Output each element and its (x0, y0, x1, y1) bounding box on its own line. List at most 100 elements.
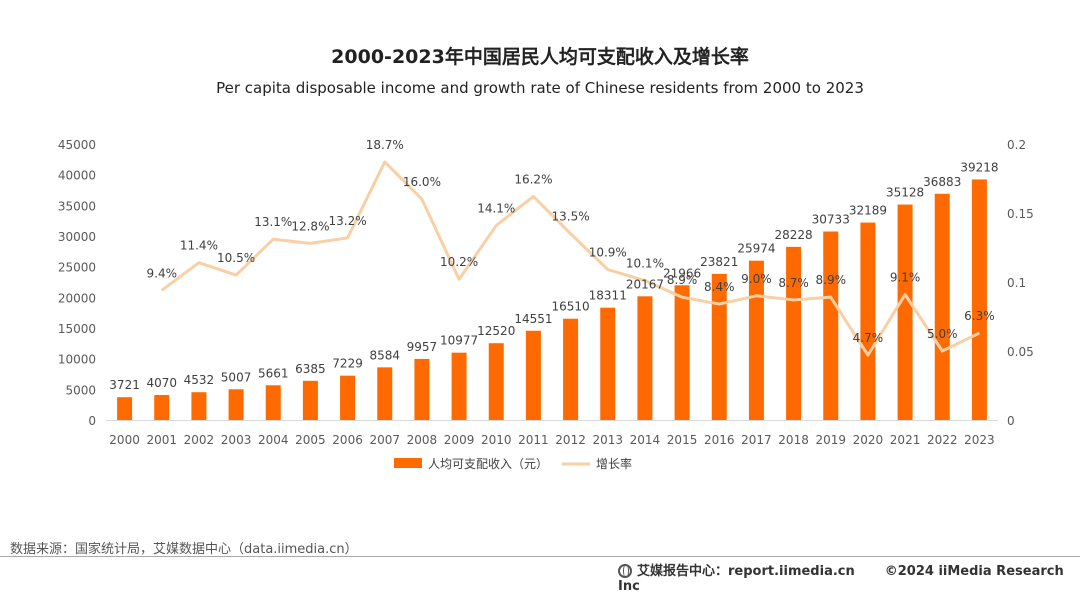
income-bar (637, 296, 653, 420)
y-right-tick-label: 0.2 (1007, 138, 1026, 152)
y-left-tick-label: 20000 (58, 291, 96, 305)
income-bar (897, 204, 913, 420)
income-bar (265, 385, 281, 420)
y-left-tick-label: 10000 (58, 353, 96, 367)
x-tick-label: 2009 (444, 433, 475, 447)
income-value-label: 23821 (700, 255, 738, 269)
income-value-label: 6385 (295, 362, 326, 376)
income-bar (414, 358, 430, 420)
income-bar (934, 193, 950, 420)
x-tick-label: 2000 (109, 433, 140, 447)
y-left-tick-label: 30000 (58, 230, 96, 244)
x-tick-label: 2016 (704, 433, 735, 447)
x-tick-label: 2012 (555, 433, 586, 447)
y-left-tick-label: 40000 (58, 169, 96, 183)
income-value-label: 21966 (663, 266, 701, 280)
growth-rate-label: 5.0% (927, 327, 958, 341)
y-left-tick-label: 35000 (58, 199, 96, 213)
growth-rate-label: 8.4% (704, 280, 735, 294)
growth-rate-label: 9.1% (890, 270, 921, 284)
x-tick-label: 2013 (592, 433, 623, 447)
income-value-label: 4070 (146, 376, 177, 390)
income-value-label: 18311 (589, 289, 627, 303)
income-bar (600, 307, 616, 420)
growth-rate-label: 10.2% (440, 255, 478, 269)
income-value-label: 10977 (440, 334, 478, 348)
growth-rate-label: 9.4% (147, 266, 178, 280)
x-tick-label: 2014 (630, 433, 661, 447)
income-value-label: 39218 (960, 160, 998, 174)
income-value-label: 7229 (332, 357, 363, 371)
income-value-label: 8584 (369, 348, 400, 362)
income-value-label: 35128 (886, 186, 924, 200)
growth-rate-label: 8.9% (667, 273, 698, 287)
income-value-label: 28228 (774, 228, 812, 242)
growth-rate-label: 6.3% (964, 309, 995, 323)
footer-divider (0, 556, 1080, 557)
x-tick-label: 2006 (332, 433, 363, 447)
growth-rate-line (160, 160, 981, 357)
income-bar (563, 318, 579, 420)
x-tick-label: 2019 (815, 433, 846, 447)
income-value-label: 14551 (514, 312, 552, 326)
x-tick-label: 2017 (741, 433, 772, 447)
income-value-label: 5661 (258, 366, 289, 380)
globe-icon (618, 564, 632, 578)
footer-brand: 艾媒报告中心：report.iimedia.cn ©2024 iiMedia Re… (618, 560, 1080, 594)
income-value-label: 12520 (477, 324, 515, 338)
y-right-tick-label: 0.05 (1007, 345, 1034, 359)
income-growth-chart: 0500010000150002000025000300003500040000… (58, 138, 1034, 471)
y-left-tick-label: 5000 (65, 383, 96, 397)
y-left-tick-label: 0 (88, 414, 96, 428)
growth-rate-label: 4.7% (853, 331, 884, 345)
income-bar (674, 285, 690, 420)
growth-rate-label: 13.1% (254, 215, 292, 229)
income-bar (451, 352, 467, 420)
income-value-label: 30733 (812, 213, 850, 227)
x-tick-label: 2003 (221, 433, 252, 447)
growth-rate-label: 8.9% (816, 273, 847, 287)
income-bar (711, 273, 727, 420)
growth-rate-label: 14.1% (477, 201, 515, 215)
income-bar (525, 330, 541, 420)
growth-rate-label: 16.0% (403, 175, 441, 189)
x-tick-label: 2015 (667, 433, 698, 447)
growth-rate-label: 9.0% (741, 272, 772, 286)
growth-rate-label: 13.5% (552, 210, 590, 224)
growth-rate-label: 16.2% (514, 172, 552, 186)
income-bar (191, 392, 207, 420)
income-bar (340, 375, 356, 420)
x-tick-label: 2020 (853, 433, 884, 447)
growth-rate-label: 10.1% (626, 257, 664, 271)
y-left-tick-label: 15000 (58, 322, 96, 336)
legend-bar-swatch (394, 458, 422, 468)
x-tick-label: 2001 (146, 433, 177, 447)
income-bar (786, 246, 802, 420)
income-value-label: 16510 (551, 300, 589, 314)
income-bar (377, 367, 393, 420)
data-source-note: 数据来源：国家统计局，艾媒数据中心（data.iimedia.cn） (10, 542, 358, 557)
income-value-label: 32189 (849, 204, 887, 218)
x-tick-label: 2021 (890, 433, 921, 447)
income-bar (971, 179, 987, 420)
x-tick-label: 2004 (258, 433, 289, 447)
x-tick-label: 2002 (184, 433, 215, 447)
income-value-label: 4532 (184, 373, 215, 387)
x-tick-label: 2022 (927, 433, 958, 447)
growth-rate-label: 12.8% (291, 219, 329, 233)
y-right-tick-label: 0.1 (1007, 276, 1026, 290)
y-left-tick-label: 25000 (58, 261, 96, 275)
x-tick-label: 2007 (369, 433, 400, 447)
legend-bar-label: 人均可支配收入（元） (428, 457, 548, 471)
income-value-label: 25974 (737, 242, 775, 256)
income-value-label: 9957 (407, 340, 438, 354)
growth-rate-label: 10.9% (589, 246, 627, 260)
chart-title: 2000-2023年中国居民人均可支配收入及增长率 (331, 46, 749, 68)
income-value-label: 3721 (109, 378, 140, 392)
income-bar (823, 231, 839, 420)
y-right-tick-label: 0 (1007, 414, 1015, 428)
brand-site: 艾媒报告中心：report.iimedia.cn (637, 564, 855, 579)
growth-rate-label: 13.2% (329, 214, 367, 228)
income-bar (302, 380, 318, 420)
income-bar (860, 222, 876, 420)
